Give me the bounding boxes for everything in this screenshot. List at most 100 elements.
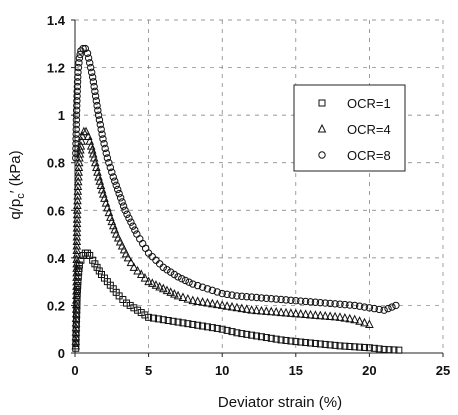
data-point-circle: [185, 278, 193, 286]
data-point-square: [84, 249, 92, 257]
data-point-triangle: [81, 126, 91, 136]
data-point-square: [174, 318, 182, 326]
series-triangle: [71, 126, 374, 350]
data-point-square: [370, 344, 378, 352]
data-point-triangle: [350, 314, 359, 324]
data-point-triangle: [345, 313, 355, 323]
data-point-triangle: [155, 281, 164, 291]
data-point-triangle: [203, 297, 212, 307]
data-point-circle: [77, 47, 85, 55]
data-point-circle: [93, 101, 101, 110]
data-point-square: [208, 324, 216, 332]
data-point-triangle: [237, 303, 247, 313]
data-point-triangle: [72, 290, 81, 300]
data-point-triangle: [72, 281, 81, 290]
data-point-square: [154, 315, 162, 323]
data-point-circle: [178, 274, 186, 283]
data-point-triangle: [222, 301, 232, 310]
data-point-triangle: [73, 195, 82, 205]
data-point-triangle: [335, 312, 345, 321]
tick-labels: 0 5 10 15 20 25 0 0.2 0.4 0.6 0.8 1 1.2 1.4: [47, 13, 450, 378]
data-point-triangle: [166, 287, 175, 296]
data-point-circle: [380, 306, 388, 314]
data-point-square: [89, 256, 97, 264]
data-point-circle: [72, 116, 81, 124]
data-point-circle: [181, 276, 190, 285]
data-point-square: [365, 344, 373, 352]
data-point-square: [331, 341, 339, 349]
x-tick-label: 15: [289, 363, 303, 378]
data-point-triangle: [72, 205, 82, 214]
data-point-circle: [72, 111, 81, 119]
data-point-square: [95, 267, 103, 275]
data-point-triangle: [286, 308, 296, 317]
data-point-circle: [72, 120, 81, 129]
data-point-triangle: [74, 167, 83, 176]
data-point-circle: [360, 303, 369, 311]
data-point-circle: [92, 97, 101, 105]
data-point-square: [282, 336, 290, 344]
data-point-circle: [74, 73, 82, 81]
data-point-square: [307, 339, 315, 347]
data-point-circle: [72, 154, 80, 162]
data-point-circle: [91, 92, 100, 100]
data-point-circle: [108, 168, 116, 176]
data-point-circle: [73, 78, 82, 86]
data-point-circle: [170, 270, 179, 279]
data-point-square: [302, 339, 310, 347]
data-point-triangle: [72, 223, 82, 232]
data-point-circle: [109, 173, 117, 181]
data-point-circle: [72, 149, 80, 157]
data-point-circle: [115, 189, 123, 198]
legend-label: OCR=1: [347, 96, 391, 111]
data-point-circle: [336, 300, 344, 308]
y-tick-label: 0.6: [47, 203, 65, 218]
legend-marker-triangle: [317, 123, 327, 133]
data-point-circle: [73, 92, 81, 100]
data-point-circle: [316, 298, 325, 307]
data-point-circle: [89, 78, 98, 86]
data-point-circle: [90, 82, 98, 91]
y-tick-label: 1.2: [47, 61, 65, 76]
data-point-triangle: [291, 308, 301, 318]
data-point-circle: [87, 68, 96, 77]
data-point-square: [150, 314, 158, 322]
data-point-circle: [111, 177, 119, 185]
data-point-triangle: [72, 285, 81, 295]
data-point-circle: [83, 49, 92, 57]
data-point-triangle: [151, 280, 161, 289]
data-point-circle: [272, 295, 280, 303]
data-point-triangle: [140, 272, 150, 282]
data-point-circle: [72, 139, 80, 148]
data-point-circle: [252, 293, 261, 302]
data-point-square: [93, 263, 101, 271]
data-point-triangle: [320, 311, 330, 320]
data-point-circle: [193, 281, 202, 290]
data-point-triangle: [72, 249, 82, 259]
data-point-square: [115, 292, 123, 300]
data-point-square: [73, 294, 81, 302]
data-point-circle: [301, 297, 310, 306]
data-point-triangle: [212, 299, 222, 309]
data-point-circle: [282, 296, 290, 304]
data-point-circle: [125, 214, 133, 222]
data-point-circle: [174, 273, 182, 281]
data-point-square: [287, 337, 295, 345]
data-point-triangle: [72, 218, 82, 228]
data-point-triangle: [72, 231, 82, 241]
data-point-circle: [321, 299, 329, 307]
data-point-square: [248, 331, 256, 339]
legend-label: OCR=8: [347, 148, 391, 163]
data-point-circle: [73, 97, 81, 105]
data-point-circle: [105, 159, 113, 167]
data-point-circle: [257, 294, 266, 302]
data-marks: [71, 44, 403, 354]
data-point-square: [253, 332, 261, 340]
y-tick-label: 0: [58, 346, 65, 361]
data-point-square: [218, 325, 226, 333]
data-point-square: [346, 342, 354, 350]
data-point-square: [262, 334, 270, 342]
y-tick-label: 0.4: [47, 251, 66, 266]
data-point-triangle: [144, 276, 153, 286]
x-tick-label: 10: [215, 363, 229, 378]
